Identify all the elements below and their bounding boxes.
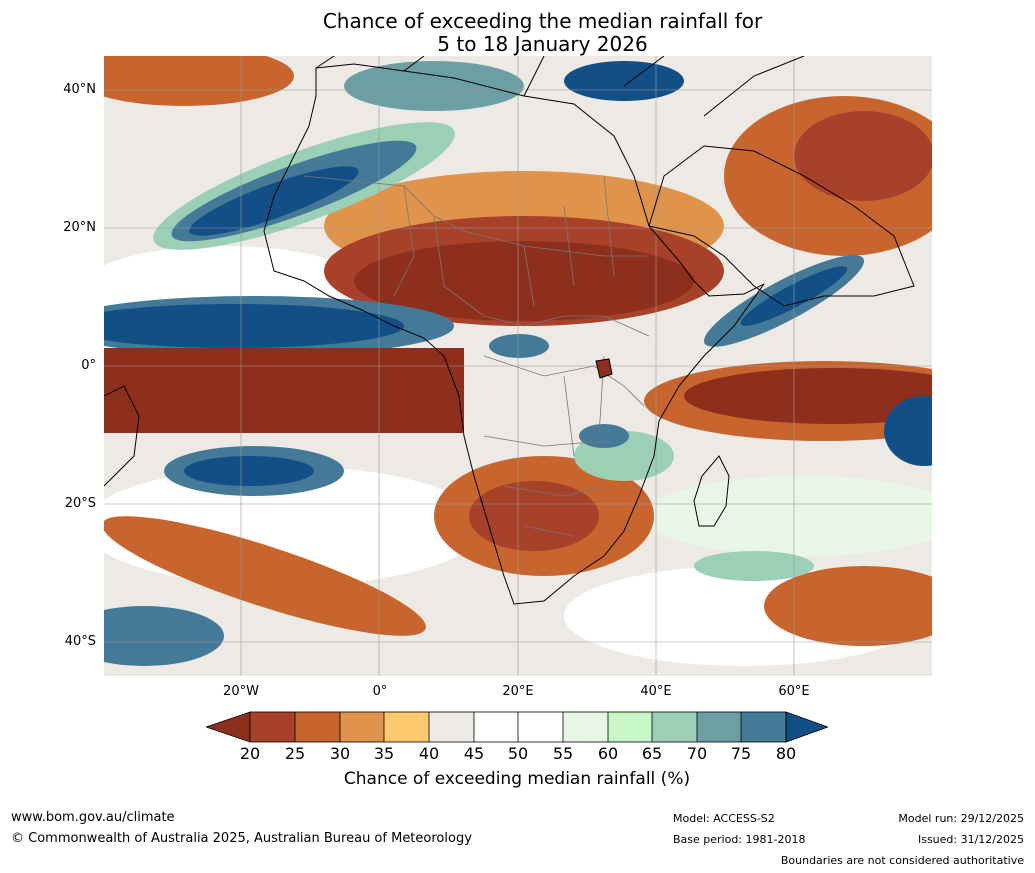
lon-label-60e: 60°E: [778, 684, 810, 699]
colorbar-swatch: [741, 712, 786, 742]
colorbar-swatch: [652, 712, 697, 742]
field-patch: [564, 61, 684, 101]
rainfall-map-canvas: [104, 56, 932, 676]
colorbar-under-arrow: [206, 711, 251, 743]
europe-coastline: [315, 56, 805, 117]
field-patch: [694, 551, 814, 581]
colorbar-swatch: [697, 712, 741, 742]
field-patch: [104, 56, 294, 106]
colorbar-swatch: [429, 712, 474, 742]
colorbar-tick-label: 60: [597, 744, 619, 763]
colorbar-tick-label: 65: [641, 744, 663, 763]
colorbar-swatch: [518, 712, 563, 742]
field-patch: [579, 424, 629, 448]
colorbar-tick-label: 25: [284, 744, 306, 763]
field-patch: [344, 61, 524, 111]
graticule: [104, 56, 932, 676]
colorbar-tick-label: 30: [329, 744, 351, 763]
field-patch: [354, 241, 694, 321]
lat-label-20n: 20°N: [63, 220, 96, 235]
field-patch: [189, 166, 359, 236]
coastlines: [104, 56, 915, 605]
field-patch: [794, 111, 932, 201]
model-run-date: Model run: 29/12/2025: [898, 812, 1024, 825]
colorbar-swatch: [474, 712, 518, 742]
colorbar-swatch: [250, 712, 295, 742]
field-patch: [104, 304, 404, 348]
field-patch: [884, 396, 932, 466]
madagascar-coastline: [693, 455, 730, 527]
colorbar-swatch: [340, 712, 384, 742]
lat-label-40n: 40°N: [63, 82, 96, 97]
field-patch: [104, 348, 464, 433]
arabia-coastline: [648, 145, 915, 307]
field-patch: [644, 476, 932, 556]
colorbar-tick-label: 35: [373, 744, 395, 763]
map-title-line2: 5 to 18 January 2026: [437, 32, 648, 56]
lake-victoria: [595, 358, 613, 379]
colorbar-tick-label: 70: [686, 744, 708, 763]
lon-label-40e: 40°E: [640, 684, 672, 699]
africa-coastline: [263, 63, 765, 605]
field-patch: [184, 456, 314, 486]
field-patch: [764, 566, 932, 646]
border-line: [393, 185, 415, 297]
southamerica-coastline: [104, 385, 140, 487]
lon-label-20w: 20°W: [223, 684, 259, 699]
field-patch: [104, 606, 224, 666]
lon-label-20e: 20°E: [502, 684, 534, 699]
colorbar-tick-label: 75: [730, 744, 752, 763]
colorbar-tick-label: 55: [552, 744, 574, 763]
field-patch: [684, 368, 932, 424]
border-line: [523, 175, 615, 307]
colorbar: [206, 711, 828, 743]
rainfall-field: [104, 56, 932, 666]
field-patch: [469, 481, 599, 551]
rainfall-map: [104, 56, 932, 676]
colorbar-tick-label: 40: [418, 744, 440, 763]
colorbar-swatch: [608, 712, 652, 742]
lat-label-40s: 40°S: [64, 634, 96, 649]
colorbar-swatch: [563, 712, 608, 742]
website-link[interactable]: www.bom.gov.au/climate: [11, 810, 175, 825]
colorbar-over-arrow: [785, 711, 828, 743]
map-title-line1: Chance of exceeding the median rainfall …: [322, 9, 763, 33]
border-line: [483, 435, 605, 537]
field-patch: [104, 516, 426, 636]
colorbar-outline: [249, 711, 787, 743]
copyright-notice: © Commonwealth of Australia 2025, Austra…: [11, 831, 472, 846]
lat-label-20s: 20°S: [64, 496, 96, 511]
colorbar-swatch: [295, 712, 340, 742]
border-line: [483, 355, 645, 407]
boundaries-disclaimer: Boundaries are not considered authoritat…: [780, 854, 1024, 867]
colorbar-tick-label: 20: [239, 744, 261, 763]
colorbar-tick-label: 45: [463, 744, 485, 763]
colorbar-tick-label: 50: [507, 744, 529, 763]
lon-label-0: 0°: [372, 684, 388, 699]
model-name: Model: ACCESS-S2: [673, 812, 775, 825]
issued-date: Issued: 31/12/2025: [917, 833, 1024, 846]
border-line: [433, 215, 650, 337]
colorbar-tick-label: 80: [775, 744, 797, 763]
lat-label-0: 0°: [81, 358, 96, 373]
colorbar-title: Chance of exceeding median rainfall (%): [343, 769, 691, 789]
field-patch: [489, 334, 549, 358]
base-period: Base period: 1981-2018: [673, 833, 806, 846]
colorbar-swatch: [384, 712, 429, 742]
